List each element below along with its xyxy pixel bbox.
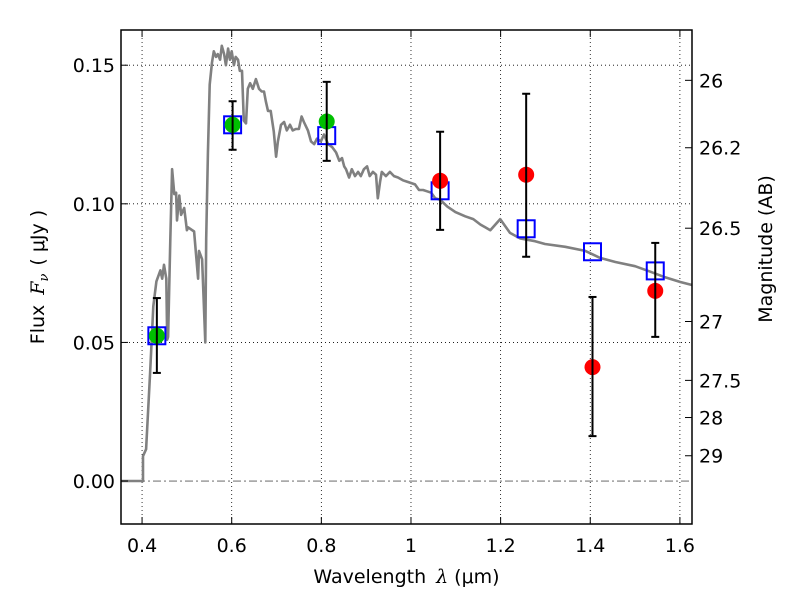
y2-tick-label: 27.5: [699, 370, 741, 392]
error-bars: [152, 80, 660, 438]
x-tick-label: 0.4: [127, 535, 157, 557]
model-spectrum-line: [121, 44, 693, 483]
y-axis-title-text: Flux: [27, 305, 49, 345]
x-tick-label: 1.2: [486, 535, 516, 557]
x-tick-label: 0.6: [217, 535, 247, 557]
y2-tick-label: 29: [699, 446, 723, 468]
y-tick-label: 0.15: [73, 55, 115, 77]
model-photometry-square: [583, 242, 603, 262]
y2-tick-label: 27: [699, 312, 723, 334]
y2-tick-label: 26.5: [699, 218, 741, 240]
y2-axis-title: Magnitude (AB): [755, 175, 777, 323]
y-tick-label: 0.05: [73, 332, 115, 354]
y-axis-symbol: F: [27, 281, 49, 296]
x-axis-title-text: Wavelength: [313, 566, 426, 588]
x-tick-label: 0.8: [306, 535, 336, 557]
y2-tick-label: 26: [699, 70, 723, 92]
axis-ticks: 0.4 0.6 0.8 1 1.2 1.4 1.6 0.00 0.05 0.10 0.15 26 26.…: [73, 30, 741, 557]
x-axis-title: Wavelength λ (μm): [313, 566, 499, 588]
x-axis-symbol: λ: [435, 566, 448, 588]
x-axis-unit: (μm): [454, 566, 499, 588]
model-spectrum: [121, 44, 693, 483]
y2-tick-label: 28: [699, 408, 723, 430]
y-axis-title: Flux Fν ( μJy ): [27, 210, 52, 344]
x-tick-label: 1: [405, 535, 417, 557]
y-tick-label: 0.00: [73, 471, 115, 493]
x-tick-label: 1.6: [665, 535, 695, 557]
plot-frame: [120, 29, 693, 525]
y2-tick-label: 26.2: [699, 138, 741, 160]
data-markers: [147, 113, 665, 376]
y-axis-unit: ( μJy ): [27, 210, 49, 266]
y-tick-label: 0.10: [73, 194, 115, 216]
x-tick-label: 1.4: [575, 535, 605, 557]
y-axis-subscript: ν: [37, 274, 52, 282]
